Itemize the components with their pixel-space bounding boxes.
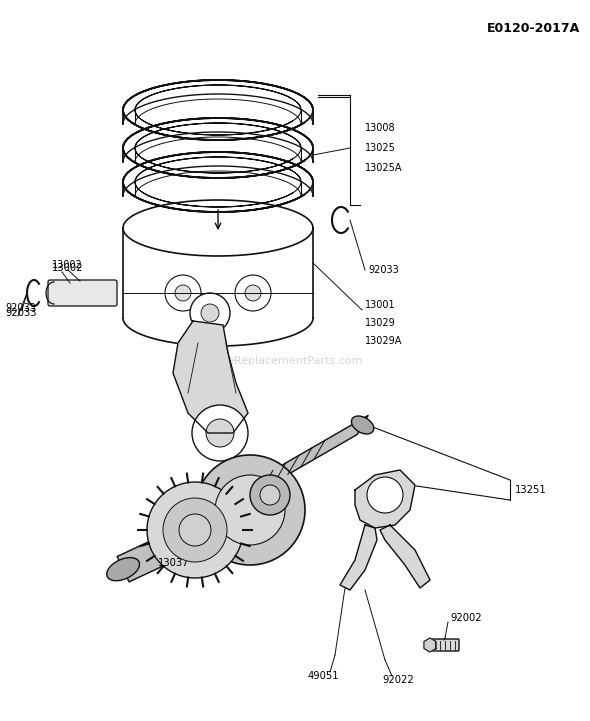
Text: 13251: 13251 bbox=[515, 485, 547, 495]
Text: 13001: 13001 bbox=[365, 300, 396, 310]
Circle shape bbox=[192, 405, 248, 461]
Circle shape bbox=[190, 293, 230, 333]
Polygon shape bbox=[340, 525, 377, 590]
Circle shape bbox=[163, 498, 227, 562]
Circle shape bbox=[175, 285, 191, 301]
Text: 13029: 13029 bbox=[365, 318, 396, 328]
Text: 92022: 92022 bbox=[382, 675, 414, 685]
Circle shape bbox=[179, 514, 211, 546]
Circle shape bbox=[235, 275, 271, 311]
FancyBboxPatch shape bbox=[48, 280, 117, 306]
Text: 13025A: 13025A bbox=[365, 163, 402, 173]
Text: 92033: 92033 bbox=[5, 303, 36, 313]
Circle shape bbox=[367, 477, 403, 513]
Text: 92033: 92033 bbox=[368, 265, 399, 275]
Polygon shape bbox=[244, 415, 368, 500]
Circle shape bbox=[245, 285, 261, 301]
Text: 49051: 49051 bbox=[308, 671, 340, 681]
Circle shape bbox=[206, 419, 234, 447]
Text: eReplacementParts.com: eReplacementParts.com bbox=[227, 355, 363, 366]
Circle shape bbox=[215, 475, 285, 545]
Circle shape bbox=[201, 304, 219, 322]
Text: 92002: 92002 bbox=[450, 613, 481, 623]
FancyBboxPatch shape bbox=[429, 639, 459, 651]
Text: 13025: 13025 bbox=[365, 143, 396, 153]
Polygon shape bbox=[380, 525, 430, 588]
Ellipse shape bbox=[107, 557, 139, 580]
Polygon shape bbox=[173, 321, 248, 433]
Polygon shape bbox=[424, 638, 436, 652]
Circle shape bbox=[250, 475, 290, 515]
Text: E0120-2017A: E0120-2017A bbox=[487, 22, 580, 35]
Polygon shape bbox=[355, 470, 415, 528]
Circle shape bbox=[165, 275, 201, 311]
Text: 13008: 13008 bbox=[365, 123, 396, 133]
Text: 13029A: 13029A bbox=[365, 336, 402, 346]
Ellipse shape bbox=[352, 416, 373, 434]
Circle shape bbox=[195, 455, 305, 565]
Polygon shape bbox=[117, 497, 256, 582]
Text: 92033: 92033 bbox=[5, 308, 37, 318]
Circle shape bbox=[260, 485, 280, 505]
Text: 13002: 13002 bbox=[52, 260, 83, 270]
Text: 13037: 13037 bbox=[158, 558, 189, 568]
Circle shape bbox=[147, 482, 243, 578]
Text: 13002: 13002 bbox=[52, 263, 84, 273]
